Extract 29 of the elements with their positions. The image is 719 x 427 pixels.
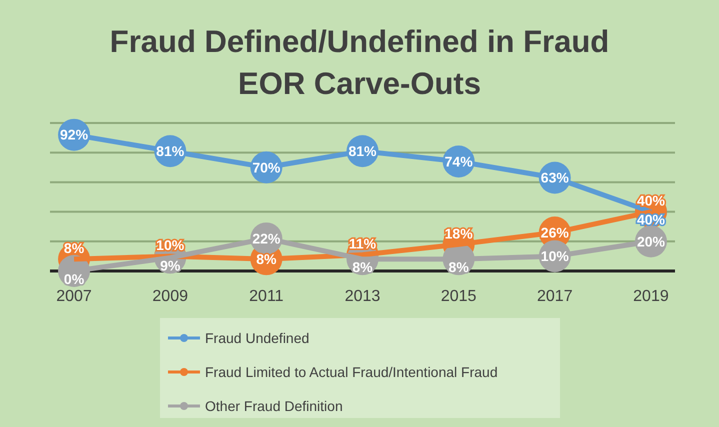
chart-title: Fraud Defined/Undefined in Fraud EOR Carve-Outs	[110, 24, 610, 101]
data-label: 22%	[252, 230, 281, 246]
data-label: 8%	[256, 251, 278, 268]
data-label: 92%	[60, 126, 89, 143]
data-label: 40%	[636, 212, 666, 228]
data-label: 8%	[64, 240, 85, 256]
x-tick-label: 2007	[56, 288, 92, 305]
data-label: 40%	[636, 192, 666, 209]
x-tick-label: 2017	[537, 288, 573, 305]
x-tick-label: 2009	[152, 288, 188, 305]
data-label: 81%	[156, 143, 185, 160]
legend-label: Fraud Undefined	[205, 330, 310, 346]
data-label: 81%	[348, 143, 378, 160]
data-label: 70%	[252, 159, 281, 176]
legend-label: Fraud Limited to Actual Fraud/Intentional Fraud	[205, 364, 498, 380]
data-label: 9%	[160, 258, 181, 274]
data-label: 26%	[540, 224, 570, 240]
data-label: 0%	[64, 270, 85, 287]
data-label: 20%	[636, 233, 666, 250]
x-tick-label: 2019	[633, 288, 669, 305]
data-label: 74%	[444, 153, 474, 170]
data-label: 8%	[448, 259, 470, 276]
x-tick-label: 2013	[344, 288, 380, 305]
data-label: 10%	[540, 248, 570, 264]
x-tick-label: 2015	[440, 288, 477, 305]
data-label: 18%	[444, 225, 474, 242]
data-label: 63%	[540, 170, 570, 186]
x-tick-label: 2011	[249, 288, 284, 305]
legend-label: Other Fraud Definition	[205, 398, 343, 414]
